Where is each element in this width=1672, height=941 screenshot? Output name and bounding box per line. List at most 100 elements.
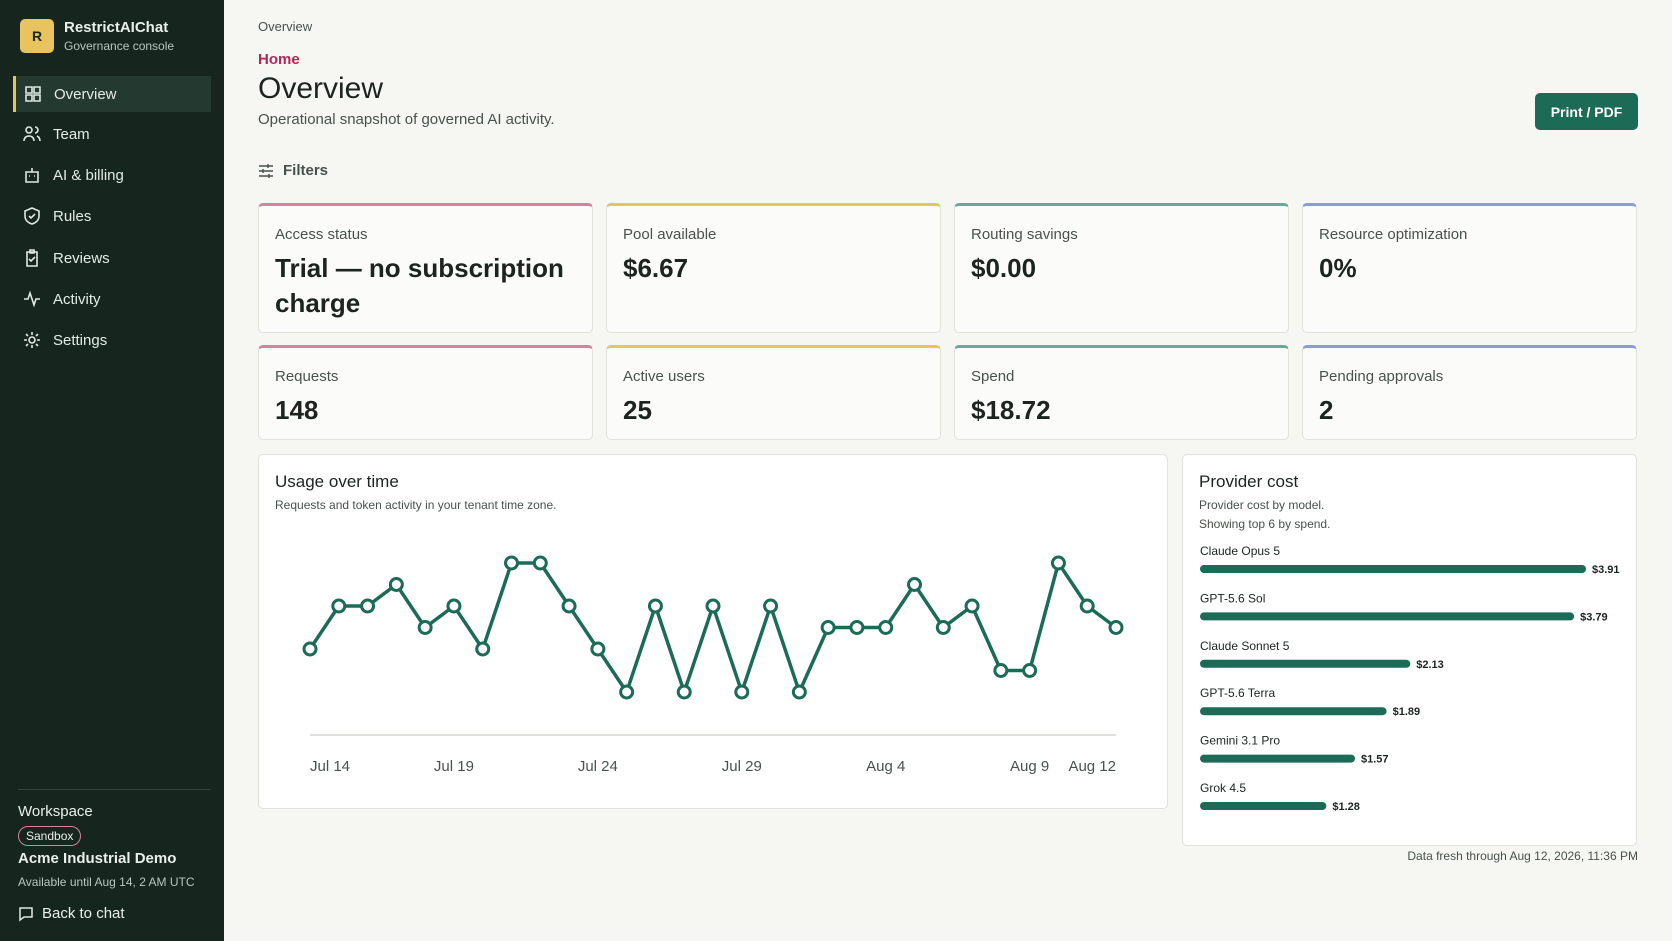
stat-value: $18.72 <box>971 395 1051 425</box>
provider-title: Provider cost <box>1199 472 1299 491</box>
stat-card: Pending approvals 2 <box>1302 345 1637 440</box>
back-to-chat[interactable]: Back to chat <box>18 905 125 922</box>
stat-card: Routing savings $0.00 <box>954 203 1289 333</box>
usage-point <box>734 684 750 700</box>
usage-point <box>791 684 807 700</box>
usage-point <box>417 620 433 635</box>
nav-icon <box>23 126 41 142</box>
provider-panel: Provider cost Provider cost by model. Sh… <box>1182 454 1637 846</box>
bar-value-label: $3.79 <box>1580 611 1608 623</box>
icon-path <box>25 168 39 183</box>
usage-panel: Usage over time Requests and token activ… <box>258 454 1168 809</box>
usage-point <box>935 620 951 635</box>
stat-label: Pending approvals <box>1319 368 1444 385</box>
bar-label: GPT-5.6 Sol <box>1200 591 1265 605</box>
usage-point <box>705 598 721 614</box>
usage-point <box>763 598 779 614</box>
nav-item[interactable]: Rules <box>13 198 211 234</box>
brand-name: RestrictAIChat <box>64 19 169 36</box>
stat-label: Resource optimization <box>1319 226 1468 243</box>
bar <box>1200 612 1575 621</box>
usage-point <box>647 598 663 614</box>
stat-value: 2 <box>1319 395 1334 425</box>
stat-value: $6.67 <box>623 253 689 283</box>
nav-icon <box>25 168 39 183</box>
filters-text: Filters <box>283 162 329 179</box>
usage-point <box>1108 620 1124 635</box>
x-tick-label: Aug 12 <box>1068 758 1116 775</box>
stat-value: $0.00 <box>971 253 1037 283</box>
nav-label: Rules <box>53 207 92 225</box>
nav-label: Reviews <box>53 249 110 267</box>
stat-card: Pool available $6.67 <box>606 203 941 333</box>
filters[interactable]: Filters <box>258 162 328 179</box>
nav-icon <box>24 332 40 348</box>
stat-label: Active users <box>623 368 705 385</box>
filter-icon <box>259 163 273 178</box>
logo: R <box>20 19 54 53</box>
nav-item[interactable]: Overview <box>13 76 211 112</box>
usage-point <box>907 577 922 592</box>
usage-point <box>1079 598 1095 614</box>
print-button[interactable]: Print / PDF <box>1535 93 1638 130</box>
nav-item[interactable]: Reviews <box>13 240 211 276</box>
nav-label: Overview <box>54 85 117 103</box>
stat-label: Routing savings <box>971 226 1078 243</box>
divider <box>18 789 211 790</box>
nav-item[interactable]: Team <box>13 116 211 152</box>
nav-item[interactable]: Settings <box>13 322 211 358</box>
nav-icon <box>24 290 40 308</box>
bar <box>1200 659 1411 668</box>
x-tick-label: Jul 14 <box>310 758 350 775</box>
stat-card: Resource optimization 0% <box>1302 203 1637 333</box>
icon-path <box>24 290 40 308</box>
usage-point <box>360 598 376 614</box>
bar-label: Claude Opus 5 <box>1200 544 1280 558</box>
usage-point <box>331 598 347 614</box>
bar-value-label: $2.13 <box>1416 659 1444 671</box>
bar-label: Gemini 3.1 Pro <box>1200 734 1280 748</box>
nav-icon <box>25 86 41 102</box>
stat-value: 148 <box>275 395 319 425</box>
usage-point <box>504 555 519 571</box>
nav-label: Activity <box>53 290 101 308</box>
x-tick-label: Aug 9 <box>1010 758 1049 775</box>
nav-item[interactable]: AI & billing <box>13 157 211 193</box>
workspace-availability: Available until Aug 14, 2 AM UTC <box>18 875 195 889</box>
provider-subtitle: Provider cost by model. <box>1199 498 1325 512</box>
nav-item[interactable]: Activity <box>13 281 211 317</box>
stat-label: Pool available <box>623 226 717 243</box>
x-tick-label: Jul 24 <box>578 758 618 775</box>
data-freshness: Data fresh through Aug 12, 2026, 11:36 P… <box>1407 849 1638 863</box>
provider-note: Showing top 6 by spend. <box>1199 517 1331 531</box>
nav-label: AI & billing <box>53 166 124 184</box>
stat-label: Access status <box>275 226 368 243</box>
page-title: Overview <box>258 72 384 105</box>
breadcrumb: Overview <box>258 19 313 34</box>
workspace-label: Workspace <box>18 803 93 820</box>
usage-point <box>302 641 318 657</box>
page-subtitle: Operational snapshot of governed AI acti… <box>258 111 555 128</box>
usage-point <box>1022 663 1038 678</box>
nav-icon <box>26 249 38 267</box>
usage-point <box>475 641 491 657</box>
usage-point <box>532 555 548 571</box>
bar-label: Claude Sonnet 5 <box>1200 639 1290 653</box>
usage-point <box>619 684 635 700</box>
bar <box>1200 565 1586 573</box>
usage-point <box>964 598 980 614</box>
icon-path <box>24 332 40 348</box>
usage-point <box>676 684 692 700</box>
icon-path <box>24 207 40 225</box>
stat-card: Spend $18.72 <box>954 345 1289 440</box>
back-text: Back to chat <box>42 905 125 922</box>
sidebar: R RestrictAIChat Governance console Over… <box>0 0 224 941</box>
usage-point <box>820 620 836 635</box>
usage-point <box>993 663 1009 678</box>
usage-point <box>1050 555 1066 571</box>
section[interactable]: Home <box>258 51 300 68</box>
x-tick-label: Jul 19 <box>434 758 474 775</box>
stat-value: 25 <box>623 395 652 425</box>
workspace-badge: Sandbox <box>18 826 82 846</box>
chat-icon <box>19 906 33 921</box>
